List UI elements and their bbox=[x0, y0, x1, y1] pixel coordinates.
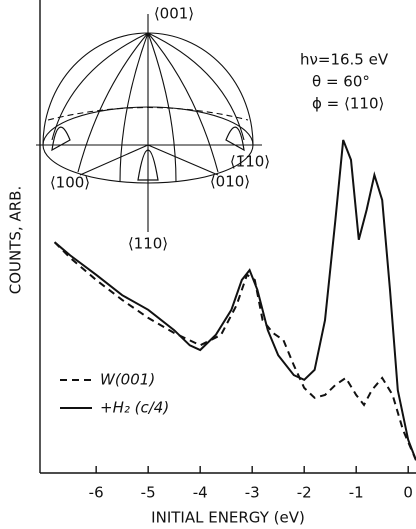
legend-label: +H₂ (c/4) bbox=[100, 399, 169, 417]
series-line bbox=[53, 139, 416, 461]
x-tick-label: -5 bbox=[141, 484, 156, 502]
inset-label: ⟨110⟩ bbox=[128, 235, 168, 253]
inset-label: ⟨010⟩ bbox=[210, 173, 250, 191]
x-tick-label: 0 bbox=[403, 484, 413, 502]
x-tick-label: -3 bbox=[245, 484, 260, 502]
y-axis-label: COUNTS, ARB. bbox=[7, 186, 25, 294]
x-tick-label: -4 bbox=[193, 484, 208, 502]
inset-label: ⟨1̄10⟩ bbox=[230, 153, 270, 171]
emission-lobe bbox=[137, 149, 159, 181]
x-tick-label: -1 bbox=[349, 484, 364, 502]
inset: ⟨001⟩ ⟨100⟩ ⟨110⟩ ⟨010⟩ ⟨1̄10⟩ bbox=[36, 5, 270, 253]
arrow bbox=[79, 144, 149, 176]
arrow bbox=[147, 144, 219, 176]
legend-label: W(001) bbox=[100, 371, 155, 389]
x-tick-label: -2 bbox=[297, 484, 312, 502]
emission-lobe bbox=[51, 126, 245, 152]
inset-label: ⟨001⟩ bbox=[154, 5, 194, 23]
annotation: ϕ = ⟨110⟩ bbox=[312, 95, 384, 113]
annotation: hν=16.5 eV bbox=[300, 51, 389, 69]
meridians bbox=[51, 32, 245, 183]
x-tick-label: -6 bbox=[89, 484, 104, 502]
x-axis-label: INITIAL ENERGY (eV) bbox=[151, 509, 305, 527]
annotation: θ = 60° bbox=[312, 73, 370, 91]
inset-label: ⟨100⟩ bbox=[50, 174, 90, 192]
series-line bbox=[53, 241, 416, 461]
